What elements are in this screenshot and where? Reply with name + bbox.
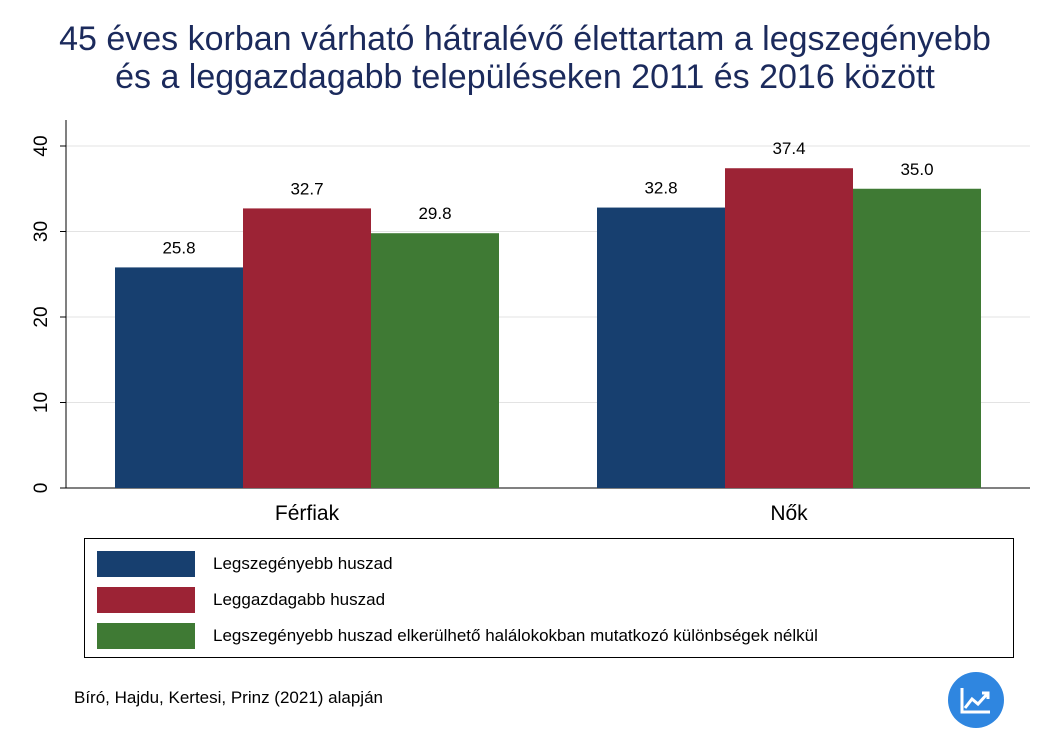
bar xyxy=(115,267,243,488)
legend-item-richest: Leggazdagabb huszad xyxy=(97,587,385,613)
y-tick-label: 40 xyxy=(31,135,52,156)
chart-legend: Legszegényebb huszad Leggazdagabb huszad… xyxy=(84,538,1014,658)
chart-title: 45 éves korban várható hátralévő élettar… xyxy=(0,20,1050,96)
legend-label-richest: Leggazdagabb huszad xyxy=(213,590,386,609)
source-note: Bíró, Hajdu, Kertesi, Prinz (2021) alapj… xyxy=(74,688,383,707)
legend-item-poorest: Legszegényebb huszad xyxy=(97,551,393,577)
legend-swatch-richest xyxy=(97,587,195,613)
chart-trend-icon xyxy=(948,672,1004,728)
legend-item-poorest-adjusted: Legszegényebb huszad elkerülhető halálok… xyxy=(97,623,818,649)
bar xyxy=(371,233,499,488)
bar-value-label: 32.7 xyxy=(290,179,323,198)
legend-swatch-poorest xyxy=(97,551,195,577)
legend-swatch-poorest-adjusted xyxy=(97,623,195,649)
x-tick-label: Férfiak xyxy=(275,502,340,525)
bar-value-label: 35.0 xyxy=(900,160,933,179)
y-tick-label: 20 xyxy=(31,306,52,327)
bar-chart: 0 10 20 30 40 25.8 32.7 29.8 Férfiak 32.8 37.4 35.0… xyxy=(31,120,1030,525)
bar-value-label: 32.8 xyxy=(644,179,677,198)
bar xyxy=(597,207,725,488)
y-tick-label: 0 xyxy=(31,483,52,494)
legend-label-poorest-adjusted: Legszegényebb huszad elkerülhető halálok… xyxy=(213,626,818,645)
bar-value-label: 29.8 xyxy=(418,204,451,223)
x-tick-label: Nők xyxy=(770,502,808,525)
bar-value-label: 37.4 xyxy=(772,139,805,158)
bar xyxy=(243,208,371,489)
bar xyxy=(853,188,981,488)
y-tick-label: 30 xyxy=(31,221,52,242)
legend-label-poorest: Legszegényebb huszad xyxy=(213,554,393,573)
chart-title-line-1: 45 éves korban várható hátralévő élettar… xyxy=(59,20,991,58)
bar-value-label: 25.8 xyxy=(162,238,195,257)
y-tick-label: 10 xyxy=(31,392,52,413)
chart-title-line-2: és a leggazdagabb településeken 2011 és … xyxy=(115,58,935,96)
bar xyxy=(725,168,853,489)
